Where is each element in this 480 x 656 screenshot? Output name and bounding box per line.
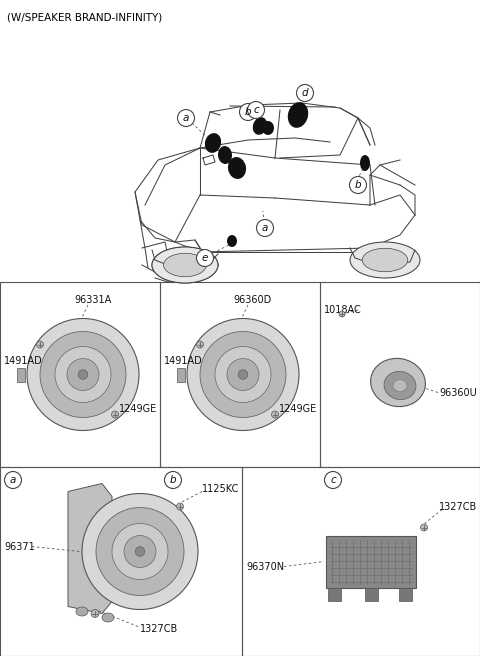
Circle shape [4, 472, 22, 489]
Circle shape [240, 104, 256, 121]
Bar [160, 282, 320, 467]
Circle shape [91, 609, 99, 617]
Ellipse shape [67, 358, 99, 390]
Text: b: b [355, 180, 361, 190]
Circle shape [135, 546, 145, 556]
Circle shape [78, 370, 88, 379]
Circle shape [256, 220, 274, 237]
Circle shape [248, 102, 264, 119]
Bar [326, 535, 416, 588]
Circle shape [272, 411, 278, 418]
Ellipse shape [112, 523, 168, 579]
Ellipse shape [371, 358, 425, 407]
Circle shape [339, 311, 345, 317]
Text: 1327CB: 1327CB [439, 501, 477, 512]
Bar [399, 588, 412, 600]
Ellipse shape [228, 157, 246, 179]
Ellipse shape [76, 607, 88, 616]
Text: 1491AD: 1491AD [4, 356, 43, 365]
Ellipse shape [227, 358, 259, 390]
Circle shape [238, 370, 248, 379]
Ellipse shape [55, 346, 111, 403]
Polygon shape [68, 483, 112, 613]
Ellipse shape [262, 121, 274, 135]
Ellipse shape [384, 371, 416, 400]
Text: 96360U: 96360U [439, 388, 477, 398]
Bar [0, 467, 242, 656]
Circle shape [420, 524, 428, 531]
Text: 96370N: 96370N [246, 562, 284, 571]
Text: a: a [10, 475, 16, 485]
Ellipse shape [288, 102, 308, 128]
Ellipse shape [124, 535, 156, 567]
Bar [177, 367, 185, 382]
Ellipse shape [393, 380, 407, 392]
Text: 1018AC: 1018AC [324, 305, 362, 315]
Ellipse shape [164, 253, 206, 277]
Circle shape [111, 411, 119, 418]
Circle shape [165, 472, 181, 489]
Circle shape [196, 249, 214, 266]
Text: b: b [245, 107, 252, 117]
Ellipse shape [350, 242, 420, 278]
Text: 96360D: 96360D [234, 295, 272, 305]
Circle shape [196, 341, 204, 348]
Ellipse shape [96, 508, 184, 596]
Ellipse shape [200, 331, 286, 417]
Text: 1491AD: 1491AD [164, 356, 203, 365]
Circle shape [178, 110, 194, 127]
Ellipse shape [187, 319, 299, 430]
Ellipse shape [218, 146, 232, 164]
Ellipse shape [27, 319, 139, 430]
Ellipse shape [227, 235, 237, 247]
Text: 1249GE: 1249GE [279, 405, 317, 415]
Text: 1125KC: 1125KC [202, 485, 239, 495]
Circle shape [36, 341, 44, 348]
Ellipse shape [253, 117, 267, 134]
Text: d: d [302, 88, 308, 98]
Bar [17, 367, 25, 382]
Text: 96331A: 96331A [74, 295, 112, 305]
Circle shape [297, 85, 313, 102]
Text: (W/SPEAKER BRAND-INFINITY): (W/SPEAKER BRAND-INFINITY) [7, 12, 162, 22]
Text: 1327CB: 1327CB [140, 625, 178, 634]
Ellipse shape [360, 155, 370, 171]
Text: 96371: 96371 [4, 541, 35, 552]
Ellipse shape [205, 133, 221, 153]
Text: 1249GE: 1249GE [119, 405, 157, 415]
Text: c: c [330, 475, 336, 485]
Text: a: a [183, 113, 189, 123]
Ellipse shape [102, 613, 114, 622]
Text: c: c [253, 105, 259, 115]
Bar [320, 282, 480, 467]
Ellipse shape [152, 247, 218, 283]
Bar [328, 588, 341, 600]
Ellipse shape [82, 493, 198, 609]
Ellipse shape [40, 331, 126, 417]
Ellipse shape [362, 249, 408, 272]
Text: b: b [170, 475, 176, 485]
Ellipse shape [215, 346, 271, 403]
Circle shape [349, 176, 367, 194]
Circle shape [177, 503, 183, 510]
Bar [365, 588, 378, 600]
Circle shape [324, 472, 341, 489]
Bar [242, 467, 480, 656]
Bar [0, 282, 160, 467]
Text: e: e [202, 253, 208, 263]
Text: a: a [262, 223, 268, 233]
